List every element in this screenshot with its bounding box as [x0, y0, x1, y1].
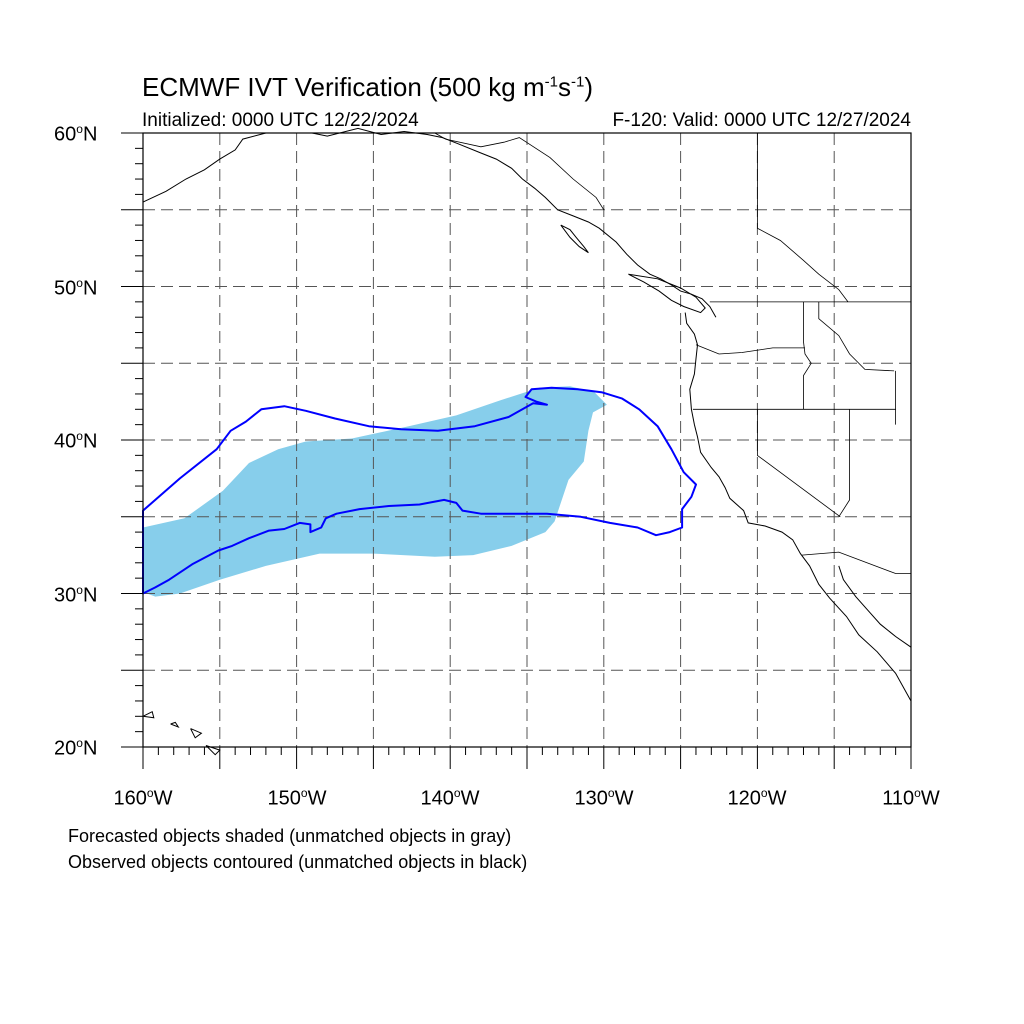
coastline-hawaii-4: [205, 745, 221, 756]
border-us-mexico: [801, 551, 911, 574]
border-nv-az: [838, 409, 850, 518]
graticule: [143, 133, 911, 747]
observed-object-contour: [142, 386, 697, 595]
figure-title: ECMWF IVT Verification (500 kg m-1s-1): [142, 72, 593, 102]
coastline-hawaii-2: [170, 721, 180, 729]
coastline-hawaii-3: [190, 728, 203, 739]
border-bc-alberta: [757, 133, 849, 303]
map-frame: [142, 132, 912, 748]
coastline-vancouver-island: [628, 273, 706, 314]
coastline-hawaii-1: [142, 710, 155, 719]
note-observed: Observed objects contoured (unmatched ob…: [68, 852, 528, 872]
lat-label-40n: 40oN: [54, 429, 98, 453]
lat-label-30n: 30oN: [54, 583, 98, 607]
lon-label-130w: 130oW: [574, 786, 634, 810]
lat-label-60n: 60oN: [54, 122, 98, 146]
lon-label-160w: 160oW: [113, 786, 173, 810]
coastline-alaska-south: [142, 132, 267, 203]
coastline-haida-gwaii: [560, 224, 589, 254]
coastline-gulf-of-california: [838, 565, 912, 648]
lat-label-20n: 20oN: [54, 736, 98, 760]
observed-objects: [142, 386, 697, 595]
valid-time: F-120: Valid: 0000 UTC 12/27/2024: [612, 110, 911, 131]
forecast-objects: [143, 386, 607, 597]
initialized-time: Initialized: 0000 UTC 12/22/2024: [142, 110, 419, 131]
political-borders: [434, 132, 911, 574]
border-idaho-west: [803, 301, 812, 410]
border-wa-or: [695, 344, 805, 355]
forecast-object-shading: [143, 386, 607, 597]
coastline-us-west-coast: [684, 312, 912, 702]
lon-label-120w: 120oW: [727, 786, 787, 810]
note-forecast: Forecasted objects shaded (unmatched obj…: [68, 826, 512, 846]
border-alaska-canada: [434, 132, 605, 211]
axis-ticks: [121, 132, 912, 769]
lon-label-150w: 150oW: [267, 786, 327, 810]
border-idaho-montana: [818, 301, 895, 372]
border-ca-nv: [757, 409, 841, 518]
lat-label-50n: 50oN: [54, 276, 98, 300]
lon-label-140w: 140oW: [420, 786, 480, 810]
lon-label-110w: 110oW: [882, 786, 940, 810]
